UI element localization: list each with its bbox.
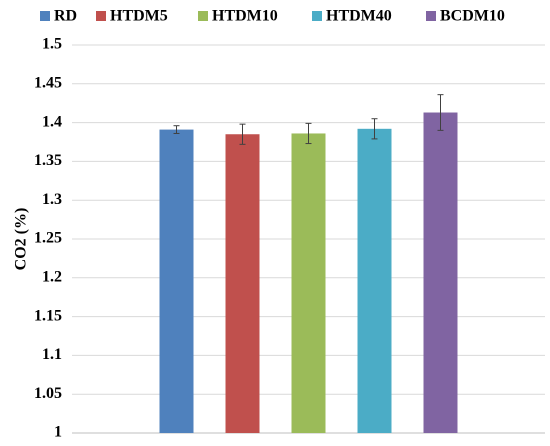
bar <box>357 128 392 434</box>
y-tick-label: 1.45 <box>34 74 62 91</box>
y-tick-label: 1.1 <box>42 346 62 363</box>
legend-label: BCDM10 <box>440 8 505 25</box>
y-tick-label: 1 <box>54 424 62 441</box>
y-tick-label: 1.05 <box>34 385 62 402</box>
legend-swatch <box>198 11 208 21</box>
y-tick-label: 1.3 <box>42 191 62 208</box>
error-bar <box>437 94 444 131</box>
legend-swatch <box>40 11 50 21</box>
y-tick-label: 1.4 <box>42 113 62 130</box>
legend-label: HTDM10 <box>212 8 278 25</box>
legend-label: HTDM40 <box>326 8 392 25</box>
error-bar <box>239 123 246 145</box>
legend-label: RD <box>54 8 77 25</box>
error-bar <box>173 125 180 134</box>
legend-swatch <box>96 11 106 21</box>
y-tick-label: 1.15 <box>34 307 62 324</box>
y-axis-label: CO2 (%) <box>13 208 30 271</box>
y-tick-label: 1.25 <box>34 230 62 247</box>
error-bar <box>305 122 312 145</box>
bar <box>225 134 260 434</box>
bar <box>159 129 194 434</box>
y-tick-label: 1.2 <box>42 268 62 285</box>
legend-swatch <box>312 11 322 21</box>
legend-label: HTDM5 <box>110 8 168 25</box>
y-tick-label: 1.5 <box>42 36 62 53</box>
bar <box>291 133 326 434</box>
y-tick-label: 1.35 <box>34 152 62 169</box>
bar <box>423 112 458 434</box>
error-bar <box>371 118 378 140</box>
legend-swatch <box>426 11 436 21</box>
